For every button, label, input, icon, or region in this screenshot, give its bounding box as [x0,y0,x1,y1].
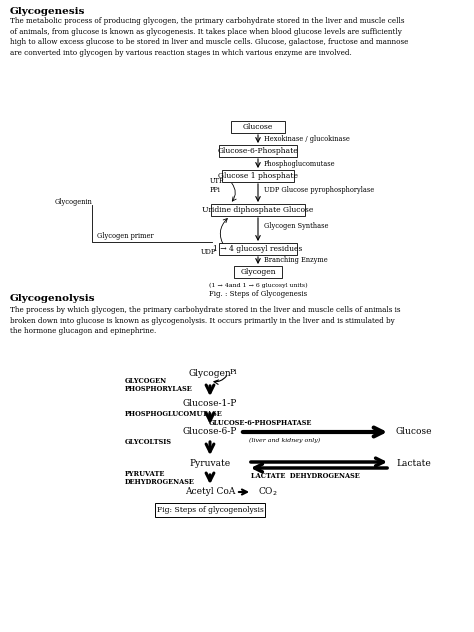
Text: Glycogenolysis: Glycogenolysis [10,294,95,303]
Text: PPi: PPi [210,186,221,194]
Text: Glycogenesis: Glycogenesis [10,7,85,16]
FancyBboxPatch shape [155,503,265,517]
Text: Fig. : Steps of Glycogenesis: Fig. : Steps of Glycogenesis [209,290,307,298]
FancyBboxPatch shape [219,145,297,157]
Text: Glucose-1-P: Glucose-1-P [183,399,237,408]
Text: GLUCOSE-6-PHOSPHATASE: GLUCOSE-6-PHOSPHATASE [208,419,312,427]
FancyBboxPatch shape [234,266,282,278]
Text: Glycogen: Glycogen [189,368,231,377]
Text: 1 → 4 glucosyl residues: 1 → 4 glucosyl residues [213,245,303,253]
Text: GLYCOLTSIS: GLYCOLTSIS [125,438,172,446]
Text: UDP Glucose pyrophosphorylase: UDP Glucose pyrophosphorylase [264,186,374,194]
Text: Glycogen Synthase: Glycogen Synthase [264,222,328,231]
Text: Glucose-6-P: Glucose-6-P [183,427,237,437]
Text: UDP: UDP [201,248,216,256]
Text: DEHYDROGENASE: DEHYDROGENASE [125,478,195,486]
FancyBboxPatch shape [231,121,285,133]
Text: Fig: Steps of glycogenolysis: Fig: Steps of glycogenolysis [156,506,264,514]
Text: Glucose: Glucose [396,427,432,437]
Text: Lactate: Lactate [396,459,431,468]
Text: Glucose-6-Phosphate: Glucose-6-Phosphate [218,147,298,155]
FancyBboxPatch shape [219,243,297,255]
Text: PHOSPHOGLUCOMUTASE: PHOSPHOGLUCOMUTASE [125,410,223,418]
Text: Acetyl CoA: Acetyl CoA [185,487,235,497]
Text: Glucose: Glucose [243,123,273,131]
Text: The process by which glycogen, the primary carbohydrate stored in the liver and : The process by which glycogen, the prima… [10,306,401,336]
Text: (1 → 4and 1 → 6 glucosyl units): (1 → 4and 1 → 6 glucosyl units) [209,283,307,288]
Text: The metabolic process of producing glycogen, the primary carbohydrate stored in : The metabolic process of producing glyco… [10,17,409,57]
Text: Pyruvate: Pyruvate [190,459,230,468]
Text: Branching Enzyme: Branching Enzyme [264,257,328,265]
Text: Uridine diphosphate Glucose: Uridine diphosphate Glucose [202,206,314,214]
Text: (liver and kidney only): (liver and kidney only) [249,437,320,442]
FancyBboxPatch shape [222,170,294,182]
Text: PHOSPHORYLASE: PHOSPHORYLASE [125,385,193,393]
Text: Glycogenin: Glycogenin [55,198,93,206]
Text: UTP: UTP [210,177,224,185]
Text: LACTATE  DEHYDROGENASE: LACTATE DEHYDROGENASE [251,472,359,480]
Text: CO$_2$: CO$_2$ [258,486,278,498]
Text: GLYCOGEN: GLYCOGEN [125,377,167,385]
Text: Glycogen primer: Glycogen primer [97,232,154,240]
Text: Glucose 1 phosphate: Glucose 1 phosphate [218,172,298,180]
Text: Phosphoglucomutase: Phosphoglucomutase [264,159,336,167]
Text: Glycogen: Glycogen [240,268,276,276]
FancyBboxPatch shape [211,204,305,216]
Text: Pi: Pi [230,368,237,376]
Text: Hexokinase / glucokinase: Hexokinase / glucokinase [264,135,350,143]
Text: PYRUVATE: PYRUVATE [125,470,165,478]
